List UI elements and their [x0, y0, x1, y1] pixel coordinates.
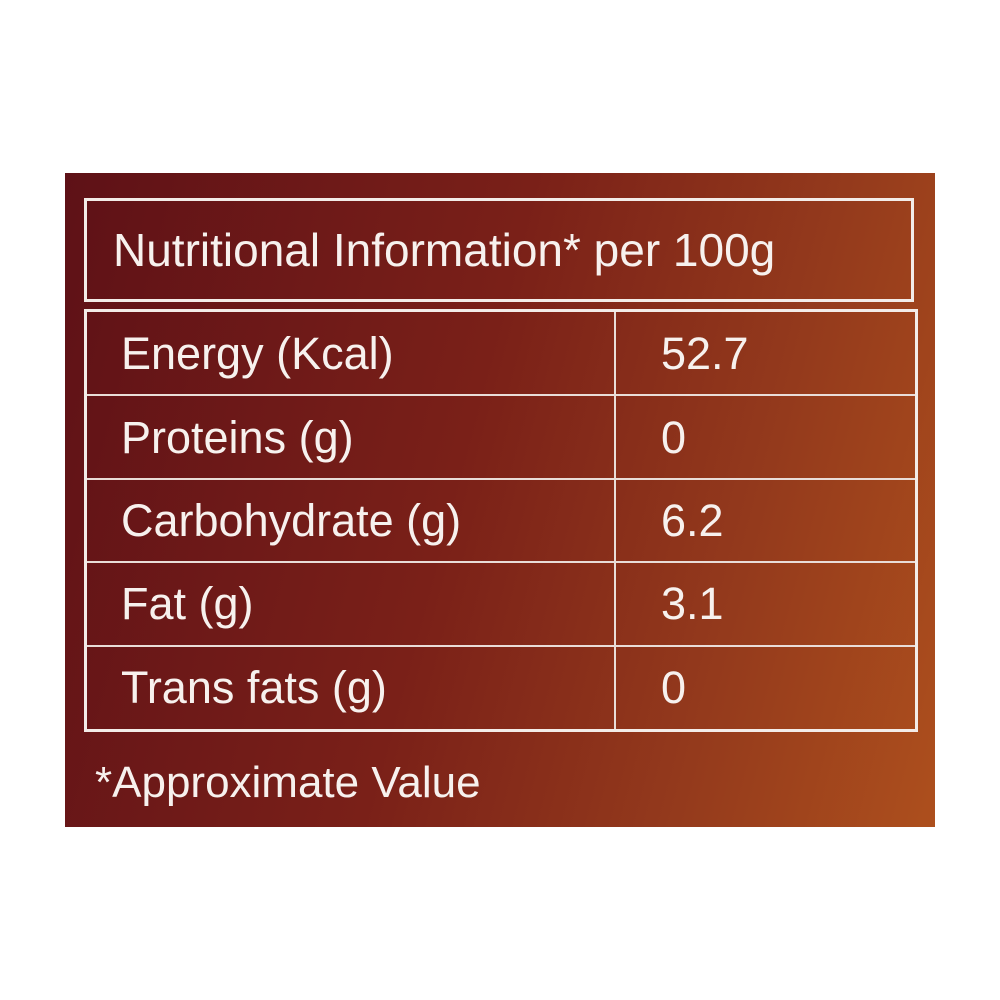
nutrient-name: Trans fats (g) [121, 661, 387, 713]
nutrient-name: Energy (Kcal) [121, 327, 394, 379]
nutrient-value: 3.1 [661, 578, 724, 630]
table-row: Proteins (g) 0 [87, 394, 915, 478]
nutrition-table: Energy (Kcal) 52.7 Proteins (g) 0 Carbohydra… [84, 309, 918, 732]
nutrient-value: 52.7 [661, 327, 749, 379]
footnote: *Approximate Value [95, 758, 481, 807]
nutrition-panel: Nutritional Information* per 100g Energy… [65, 173, 935, 827]
nutrient-name: Carbohydrate (g) [121, 494, 462, 546]
nutrient-value: 0 [661, 411, 687, 463]
title-box: Nutritional Information* per 100g [84, 198, 914, 302]
table-row: Carbohydrate (g) 6.2 [87, 477, 915, 562]
nutrient-value: 6.2 [661, 494, 724, 546]
table-row: Trans fats (g) 0 [87, 644, 915, 729]
table-row: Fat (g) 3.1 [87, 561, 915, 645]
table-row: Energy (Kcal) 52.7 [87, 312, 915, 395]
nutrient-name: Fat (g) [121, 578, 254, 630]
nutrient-name: Proteins (g) [121, 411, 354, 463]
column-divider [614, 312, 616, 729]
nutrient-value: 0 [661, 661, 687, 713]
table-title: Nutritional Information* per 100g [113, 224, 776, 276]
